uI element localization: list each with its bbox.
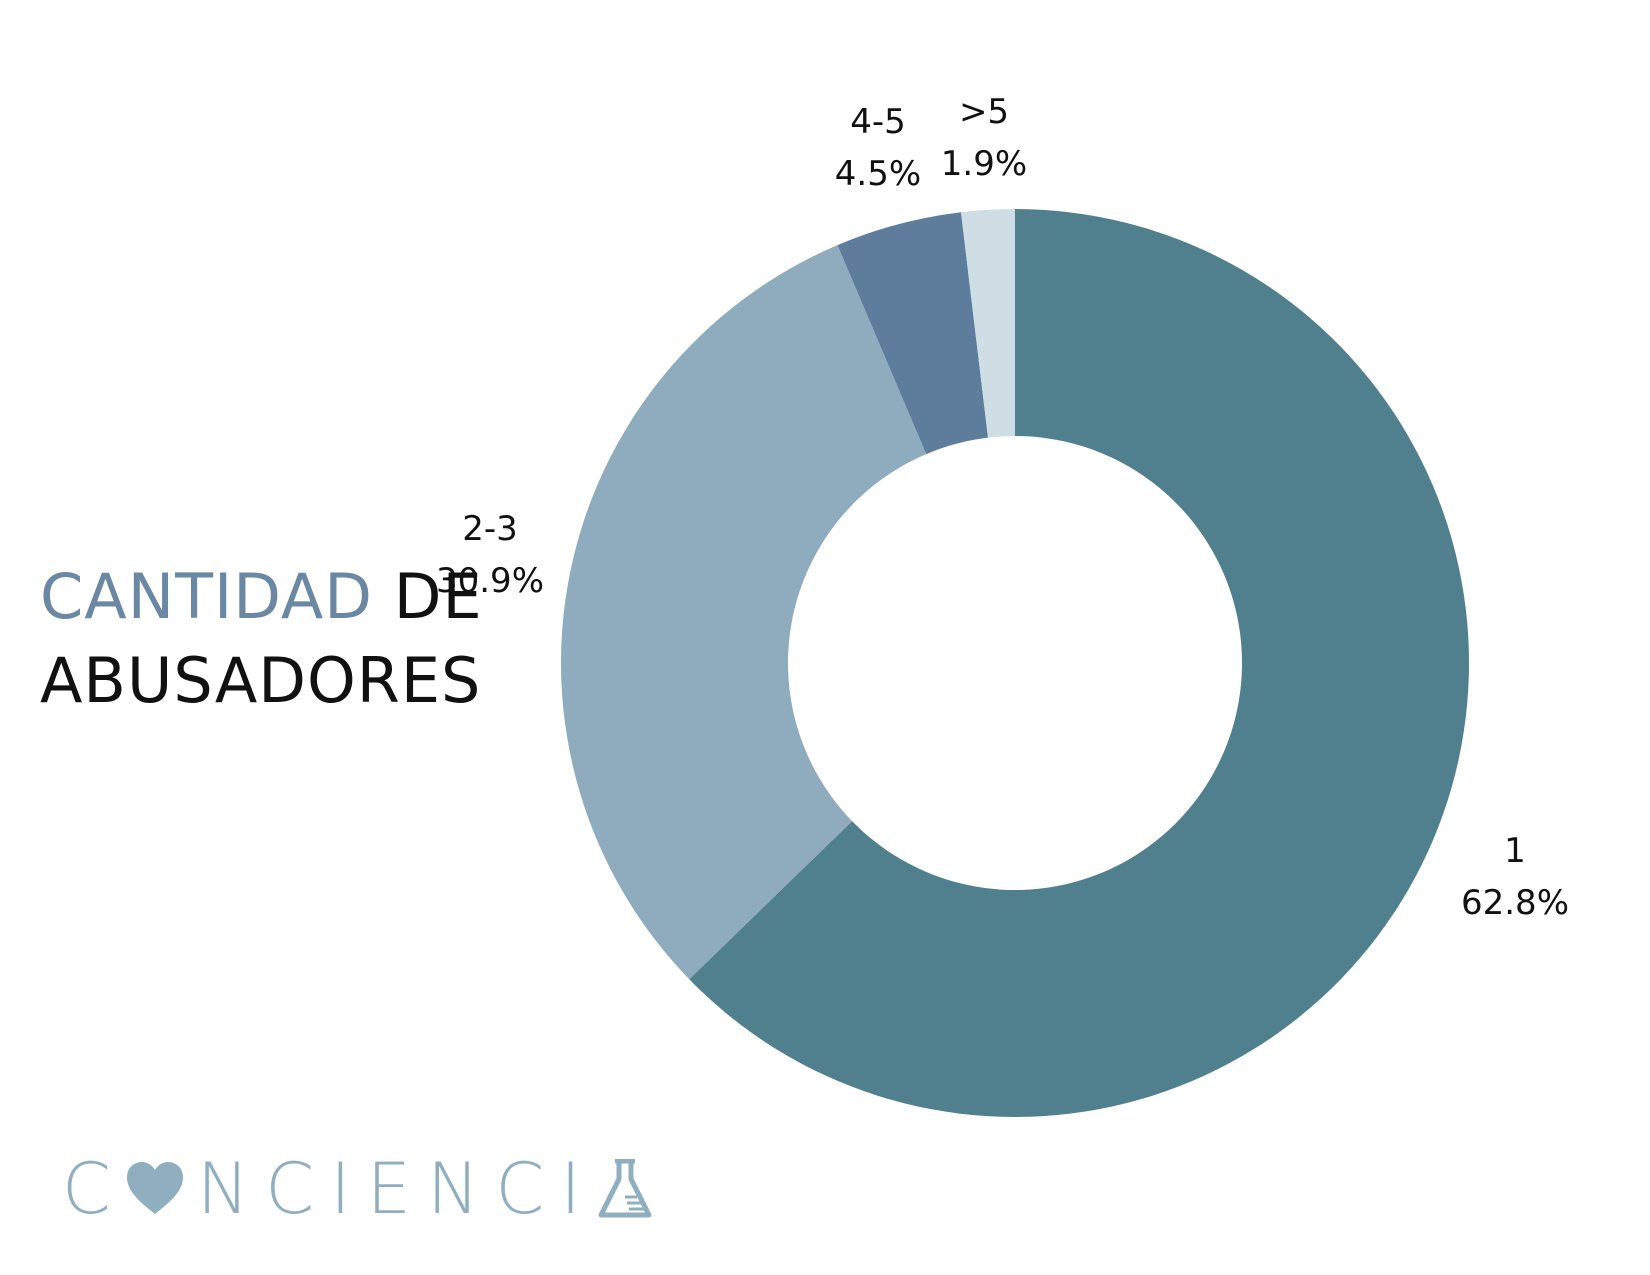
heart-icon xyxy=(126,1162,183,1214)
title-accent: CANTIDAD xyxy=(40,560,374,633)
title-line2: ABUSADORES xyxy=(40,644,482,717)
chart-title: CANTIDAD DE ABUSADORES xyxy=(40,555,483,723)
slice-labels: 1 62.8% 2-3 30.9% 4-5 4.5% >5 1.9% xyxy=(436,92,1569,923)
donut-slice-3 xyxy=(960,209,1015,438)
donut-slice-1 xyxy=(561,245,927,980)
slice-value-label: 62.8% xyxy=(1461,883,1569,923)
title-rest: DE xyxy=(393,560,483,633)
slice-value-label: 1.9% xyxy=(941,144,1027,184)
slice-value-label: 30.9% xyxy=(436,561,544,601)
logo-text-end: NCIENCI xyxy=(196,1148,597,1230)
donut-slice-2 xyxy=(837,212,988,455)
flask-icon xyxy=(598,1159,652,1218)
slice-category-label: 1 xyxy=(1504,831,1526,871)
slice-category-label: 2-3 xyxy=(462,509,518,549)
donut-slice-0 xyxy=(689,209,1469,1117)
slice-value-label: 4.5% xyxy=(835,154,921,194)
slice-category-label: >5 xyxy=(959,92,1009,132)
slice-category-label: 4-5 xyxy=(850,102,906,142)
logo-text-start: C xyxy=(62,1148,127,1230)
donut-slices xyxy=(561,209,1469,1117)
brand-logo: C NCIENCI xyxy=(62,1148,653,1230)
